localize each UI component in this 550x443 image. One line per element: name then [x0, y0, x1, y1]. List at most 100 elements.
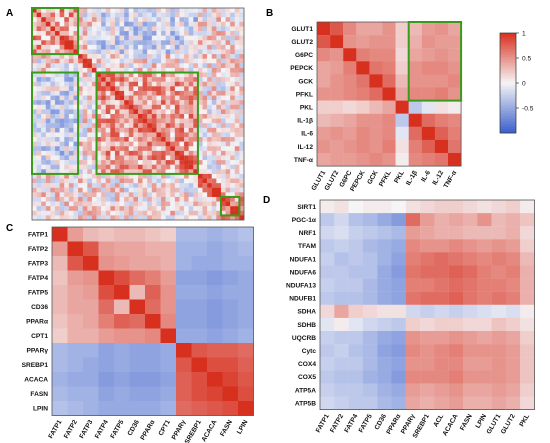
matrix-a-cell	[64, 192, 70, 198]
matrix-a-cell	[147, 81, 152, 87]
matrix-a-cell	[193, 206, 199, 211]
matrix-a-cell	[78, 104, 83, 110]
matrix-b-cell	[434, 48, 449, 62]
matrix-a-cell	[96, 109, 102, 115]
matrix-c-cell	[238, 343, 254, 358]
colorbar-segment	[500, 119, 516, 122]
matrix-c-cell	[160, 328, 177, 344]
matrix-c-cell	[207, 241, 223, 257]
matrix-a-cell	[55, 173, 60, 179]
colorbar-segment	[500, 69, 516, 72]
matrix-a-cell	[234, 8, 240, 13]
matrix-c-cell	[176, 227, 192, 242]
matrix-a-cell	[91, 90, 97, 96]
matrix-a-cell	[170, 95, 176, 101]
matrix-a-cell	[211, 8, 217, 13]
matrix-a-cell	[225, 173, 231, 179]
matrix-c-cell	[129, 343, 146, 358]
matrix-a-cell	[101, 12, 106, 18]
matrix-c-cell	[238, 328, 254, 344]
matrix-a-cell	[101, 104, 106, 110]
matrix-d-cell	[320, 265, 335, 279]
matrix-a-cell	[220, 17, 226, 22]
matrix-a-cell	[73, 206, 79, 211]
colorbar-segment	[500, 113, 516, 116]
matrix-a-cell	[216, 150, 222, 156]
matrix-a-cell	[184, 123, 189, 128]
matrix-c-cell	[52, 256, 68, 271]
matrix-a-cell	[220, 132, 226, 138]
matrix-a-cell	[230, 183, 235, 188]
matrix-b-cell	[369, 22, 383, 36]
matrix-a-cell	[138, 164, 143, 170]
matrix-c-cell	[222, 401, 239, 416]
matrix-c-cell	[145, 357, 161, 373]
matrix-b-cell	[369, 113, 383, 127]
matrix-a-cell	[239, 210, 245, 216]
matrix-a-cell	[41, 17, 46, 22]
matrix-a-cell	[165, 12, 171, 18]
matrix-d-cell	[434, 383, 449, 397]
matrix-d-cell	[505, 239, 521, 253]
matrix-a-cell	[174, 58, 180, 64]
matrix-a-cell	[170, 201, 176, 207]
matrix-a-cell	[151, 123, 157, 128]
matrix-a-cell	[133, 49, 139, 55]
matrix-b-cell	[330, 87, 344, 101]
matrix-c-cell	[222, 372, 239, 387]
matrix-b-cell	[317, 74, 331, 88]
matrix-a-cell	[41, 12, 46, 18]
matrix-a-cell	[110, 192, 116, 198]
matrix-a-cell	[207, 183, 212, 188]
matrix-a-cell	[68, 104, 74, 110]
matrix-a-cell	[36, 95, 42, 101]
matrix-a-cell	[82, 81, 88, 87]
matrix-a-cell	[170, 31, 176, 36]
matrix-a-cell	[193, 192, 199, 198]
matrix-a-cell	[73, 77, 79, 82]
matrix-a-cell	[156, 215, 162, 221]
matrix-a-cell	[128, 100, 134, 105]
matrix-a-cell	[114, 196, 120, 202]
matrix-a-cell	[230, 118, 235, 124]
matrix-d-cell	[405, 357, 421, 371]
matrix-d-cell	[362, 265, 378, 279]
matrix-a-cell	[119, 86, 125, 92]
matrix-a-cell	[73, 12, 79, 18]
matrix-a-cell	[114, 81, 120, 87]
matrix-d-cell	[491, 200, 507, 214]
matrix-a-cell	[151, 137, 157, 142]
colorbar-segment	[500, 59, 516, 62]
matrix-a-cell	[36, 196, 42, 202]
matrix-a-cell	[220, 127, 226, 133]
matrix-c-cell	[191, 401, 208, 416]
matrix-a-cell	[207, 201, 212, 207]
matrix-a-cell	[96, 123, 102, 128]
matrix-d-cell	[477, 317, 492, 332]
matrix-a-cell	[41, 77, 46, 82]
matrix-a-cell	[87, 114, 93, 119]
matrix-a-cell	[55, 196, 60, 202]
matrix-a-cell	[197, 40, 203, 46]
matrix-a-cell	[234, 178, 240, 184]
matrix-a-cell	[165, 44, 171, 50]
matrix-a-cell	[64, 21, 70, 27]
matrix-a-cell	[142, 206, 148, 211]
matrix-c-cell	[207, 270, 223, 286]
matrix-d-cell	[477, 357, 492, 371]
matrix-d-col-label: LPIN	[475, 413, 489, 430]
matrix-a-cell	[78, 63, 83, 69]
matrix-a-cell	[41, 35, 46, 41]
matrix-a-cell	[82, 169, 88, 175]
matrix-a-cell	[128, 132, 134, 138]
matrix-a-cell	[165, 104, 171, 110]
matrix-a-cell	[188, 118, 194, 124]
matrix-a-cell	[220, 100, 226, 105]
matrix-a-cell	[220, 21, 226, 27]
matrix-a-cell	[73, 146, 79, 152]
matrix-a-cell	[211, 90, 217, 96]
matrix-a-cell	[156, 169, 162, 175]
matrix-a-cell	[36, 169, 42, 175]
matrix-a-cell	[179, 44, 185, 50]
matrix-a-cell	[211, 173, 217, 179]
